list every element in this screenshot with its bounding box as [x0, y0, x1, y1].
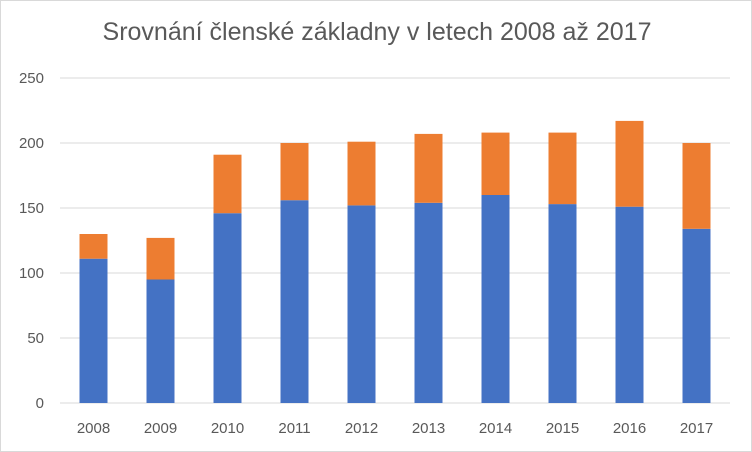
- bar-series2-2012: [347, 141, 376, 206]
- y-axis-ticks: 0 50 100 150 200 250: [19, 70, 44, 412]
- y-tick-label: 0: [36, 395, 44, 412]
- x-tick-label: 2015: [546, 420, 579, 437]
- x-tick-label: 2009: [144, 420, 177, 437]
- bar-series2-2011: [280, 143, 309, 201]
- x-tick-label: 2008: [77, 420, 110, 437]
- bar-series2-2013: [414, 133, 443, 203]
- x-tick-label: 2011: [278, 420, 310, 437]
- chart-title: Srovnání členské základny v letech 2008 …: [102, 18, 652, 46]
- bar-series1-2017: [682, 228, 711, 403]
- y-tick-label: 50: [27, 330, 44, 347]
- x-tick-label: 2017: [680, 420, 713, 437]
- x-tick-label: 2014: [479, 420, 512, 437]
- y-tick-label: 100: [19, 265, 44, 282]
- bar-series1-2014: [481, 195, 510, 403]
- x-tick-label: 2012: [345, 420, 378, 437]
- bar-series2-2010: [213, 154, 242, 214]
- bar-series1-2012: [347, 205, 376, 403]
- bars: [79, 120, 711, 403]
- bar-series1-2009: [146, 279, 175, 403]
- bar-series2-2017: [682, 143, 711, 229]
- bar-series2-2015: [548, 132, 577, 205]
- bar-series2-2016: [615, 120, 644, 207]
- x-axis-ticks: 2008 2009 2010 2011 2012 2013 2014 2015 2016 2017: [77, 420, 713, 437]
- y-tick-label: 150: [19, 200, 44, 217]
- x-tick-label: 2013: [412, 420, 445, 437]
- x-tick-label: 2010: [211, 420, 244, 437]
- bar-series1-2011: [280, 200, 309, 403]
- y-tick-label: 200: [19, 135, 44, 152]
- bar-series2-2009: [146, 237, 175, 280]
- bar-series2-2014: [481, 132, 510, 195]
- bar-series1-2010: [213, 213, 242, 403]
- bar-series2-2008: [79, 234, 108, 259]
- bar-series1-2008: [79, 258, 108, 403]
- bar-series1-2013: [414, 202, 443, 403]
- bar-series1-2016: [615, 206, 644, 403]
- x-tick-label: 2016: [613, 420, 646, 437]
- y-tick-label: 250: [19, 70, 44, 87]
- bar-series1-2015: [548, 204, 577, 403]
